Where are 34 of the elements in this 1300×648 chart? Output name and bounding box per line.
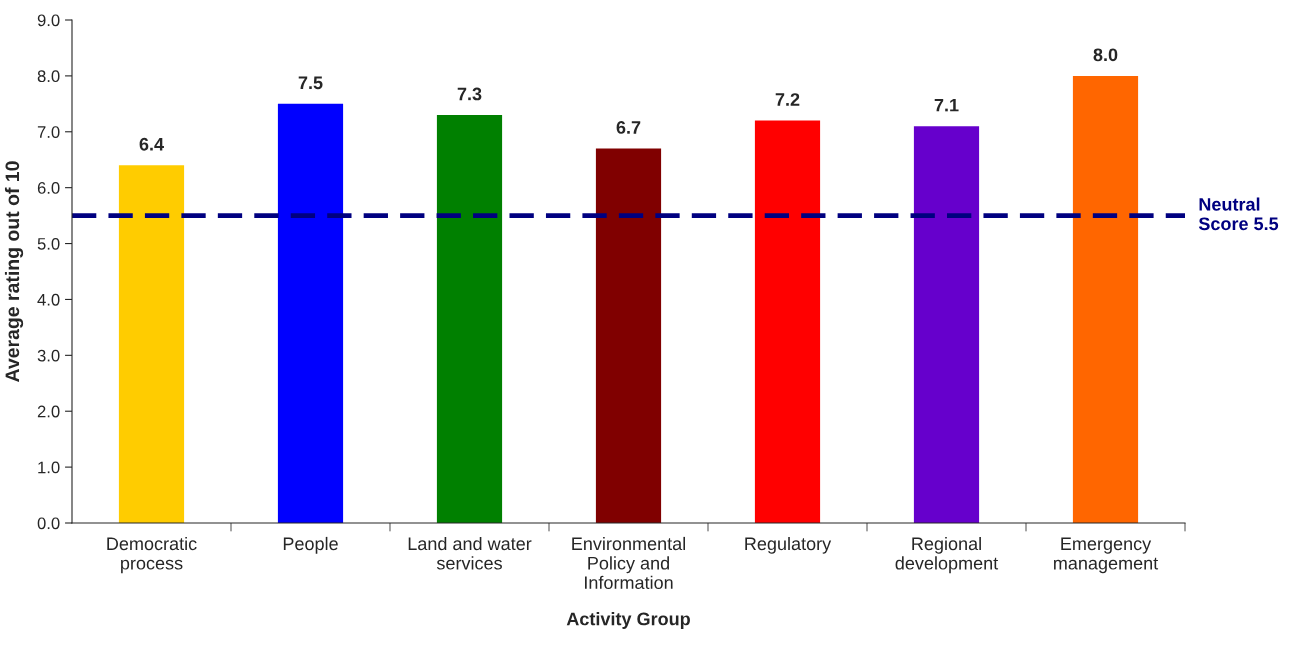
y-tick-label: 3.0	[37, 349, 60, 362]
ref-line-label: Neutral Score 5.5	[1198, 197, 1279, 231]
x-tick-label: Regional development	[895, 536, 999, 574]
x-tick-label: Environmental Policy and Information	[572, 536, 685, 590]
bar	[277, 103, 344, 523]
x-tick-label: Regulatory	[745, 536, 832, 554]
bar	[754, 120, 821, 523]
x-tick-label: Land and water services	[408, 536, 532, 570]
y-tick-label: 8.0	[37, 70, 60, 83]
y-tick-label: 9.0	[37, 14, 60, 27]
y-tick-label: 6.0	[37, 182, 60, 194]
data-label: 6.4	[139, 137, 164, 151]
y-tick-label: 7.0	[37, 126, 60, 138]
bar	[913, 126, 980, 523]
bar	[595, 148, 662, 523]
y-axis-title: Average rating out of 10	[4, 161, 24, 382]
bar	[1072, 75, 1139, 523]
bar	[118, 165, 185, 523]
x-tick-label: People	[283, 536, 338, 554]
data-label: 7.1	[934, 98, 959, 112]
x-tick-label: Democratic process	[107, 536, 197, 574]
y-tick-label: 4.0	[37, 293, 60, 306]
y-tick-label: 0.0	[37, 517, 60, 530]
data-label: 6.7	[616, 121, 641, 134]
data-label: 7.2	[775, 93, 800, 106]
y-tick-label: 2.0	[37, 405, 60, 418]
data-label: 7.5	[298, 76, 323, 90]
x-tick-label: Emergency management	[1054, 537, 1159, 574]
data-label: 8.0	[1093, 48, 1118, 62]
data-label: 7.3	[457, 87, 482, 101]
bar	[436, 115, 503, 523]
y-tick-label: 5.0	[37, 237, 60, 250]
y-tick-label: 1.0	[38, 461, 60, 474]
x-axis-title: Activity Group	[566, 612, 690, 629]
